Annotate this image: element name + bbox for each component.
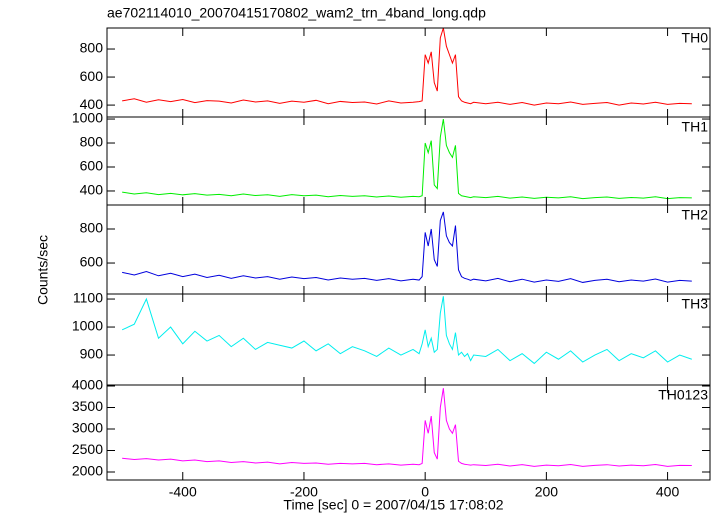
y-tick-label: 2500 [72,441,103,457]
y-tick-label: 800 [80,40,104,56]
x-tick-label: -400 [169,484,197,500]
y-tick-label: 400 [80,96,104,112]
data-line [122,211,692,283]
series-label: TH0 [682,30,709,46]
y-tick-label: 3000 [72,420,103,436]
y-axis-label: Counts/sec [35,235,51,305]
y-tick-label: 2000 [72,463,103,479]
y-tick-label: 600 [80,158,104,174]
y-tick-label: 1000 [72,318,103,334]
series-label: TH3 [682,296,709,312]
x-tick-label: -200 [290,484,318,500]
data-line [122,27,692,106]
data-line [121,296,692,365]
y-tick-label: 1100 [73,290,103,306]
y-tick-label: 400 [80,182,104,198]
series-label: TH1 [682,119,709,135]
y-tick-label: 600 [80,254,104,270]
y-tick-label: 4000 [72,377,103,393]
x-tick-label: 200 [535,484,559,500]
panel-frame [106,27,711,118]
y-tick-label: 900 [80,346,104,362]
y-tick-label: 3500 [72,398,103,414]
data-line [122,118,692,200]
series-label: TH2 [682,207,709,223]
panel-frame [106,384,711,481]
y-tick-label: 800 [80,220,104,236]
y-tick-label: 600 [80,68,104,84]
panel-frame [106,293,711,386]
data-line [122,388,692,467]
series-label: TH0123 [658,387,708,403]
chart-title: ae702114010_20070415170802_wam2_trn_4ban… [107,5,486,21]
panel-frame [106,204,711,295]
x-tick-label: 0 [421,484,429,500]
y-tick-label: 1000 [72,110,103,126]
x-tick-label: 400 [656,484,680,500]
y-tick-label: 800 [80,134,104,150]
x-axis-label: Time [sec] 0 = 2007/04/15 17:08:02 [283,497,503,513]
panel-frame [106,116,711,206]
